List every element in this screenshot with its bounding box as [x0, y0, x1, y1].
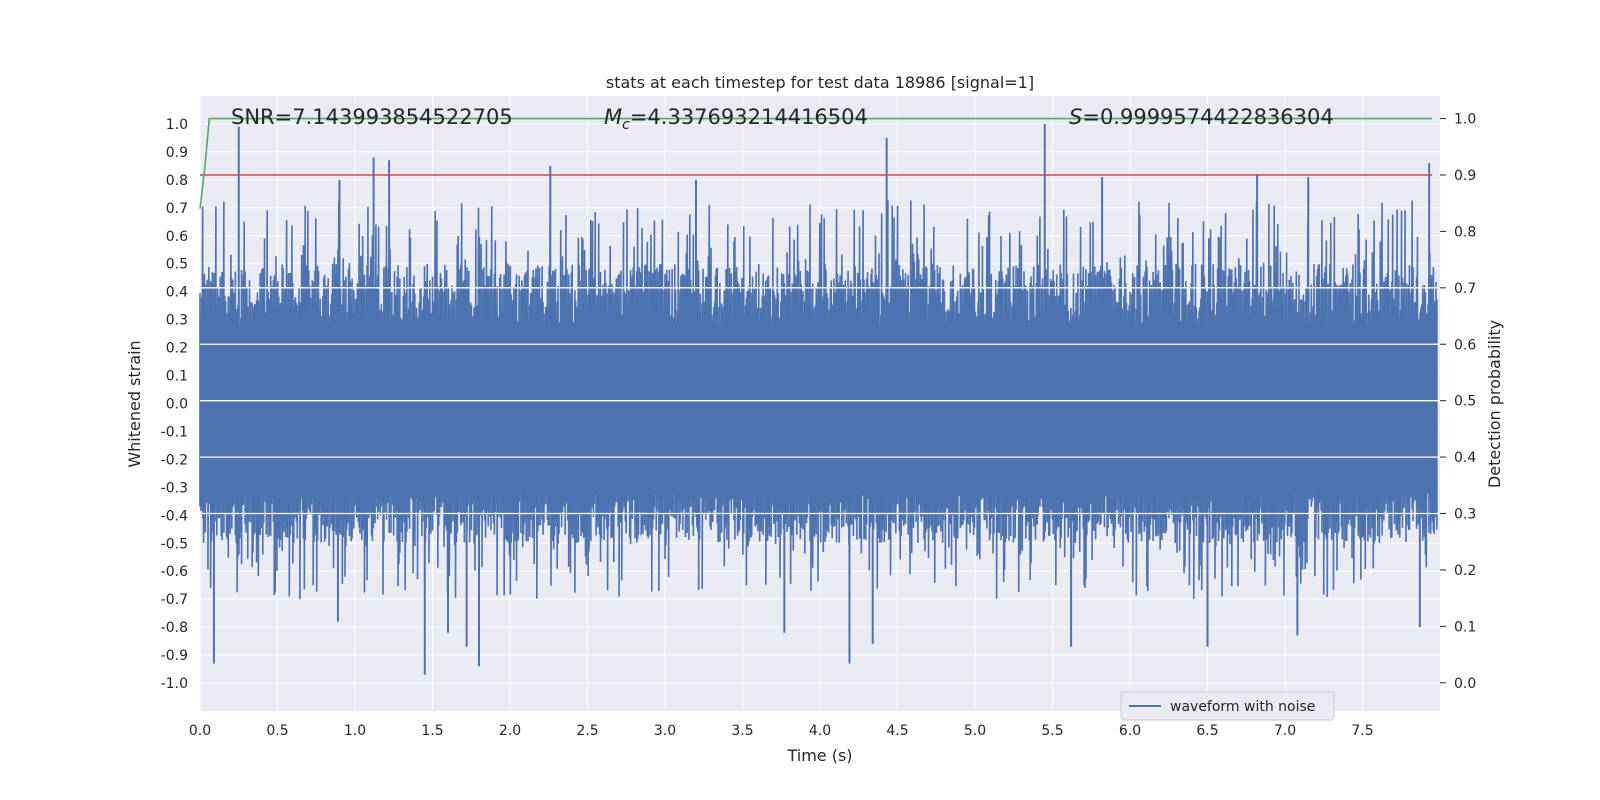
- waveform-core: [200, 330, 1437, 488]
- y2-tick-label: 0.3: [1454, 507, 1476, 523]
- y-tick-label: 0.6: [166, 229, 188, 245]
- x-tick-label: 6.5: [1196, 723, 1218, 739]
- y-tick-label: -0.6: [161, 564, 188, 580]
- y-tick-label: -1.0: [161, 676, 188, 692]
- y2-tick-label: 0.4: [1454, 450, 1476, 466]
- mc-annotation: Mc=4.337693214416504: [604, 105, 868, 133]
- y-tick-label: 0.0: [166, 397, 188, 413]
- y-axis-right: 1.0 0.9 0.8 0.7 0.6 0.5 0.4 0.3 0.2 0.1 0.0: [1440, 112, 1476, 692]
- y-axis-left-label: Whitened strain: [125, 340, 144, 467]
- x-tick-label: 7.0: [1274, 723, 1296, 739]
- x-tick-label: 3.5: [731, 723, 753, 739]
- x-tick-label: 7.5: [1351, 723, 1373, 739]
- y-tick-label: 0.3: [166, 313, 188, 329]
- legend-box: [1120, 691, 1335, 721]
- x-tick-label: 4.5: [886, 723, 908, 739]
- legend-label-waveform: waveform with noise: [1170, 699, 1315, 715]
- probability-lines: [199, 117, 1440, 515]
- y-tick-label: 0.5: [166, 257, 188, 273]
- y-tick-label: -0.5: [161, 536, 188, 552]
- y-axis-left: 1.0 0.9 0.8 0.7 0.6 0.5 0.4 0.3 0.2 0.1 0.0 -0.1 -0.…: [161, 117, 188, 692]
- x-tick-label: 5.5: [1041, 723, 1063, 739]
- y2-tick-label: 0.2: [1454, 563, 1476, 579]
- mc-value: =4.337693214416504: [630, 105, 868, 129]
- x-axis-label: Time (s): [786, 746, 852, 765]
- x-tick-label: 6.0: [1119, 723, 1141, 739]
- legend: waveform with noise: [1120, 691, 1335, 721]
- x-tick-label: 2.5: [576, 723, 598, 739]
- snr-annotation: SNR=7.143993854522705: [231, 105, 513, 129]
- y2-tick-label: 0.9: [1454, 168, 1476, 184]
- mc-symbol: M: [604, 105, 622, 129]
- detection-probability-line: [199, 117, 1433, 209]
- y-tick-label: -0.3: [161, 480, 188, 496]
- s-symbol: S: [1069, 105, 1082, 129]
- y-tick-label: -0.9: [161, 648, 188, 664]
- y-tick-label: -0.7: [161, 592, 188, 608]
- y-tick-label: -0.4: [161, 508, 188, 524]
- y-axis-right-label: Detection probability: [1485, 320, 1504, 488]
- s-annotation: S=0.9999574422836304: [1069, 105, 1334, 129]
- x-tick-label: 4.0: [809, 723, 831, 739]
- y-tick-label: 0.8: [166, 173, 188, 189]
- y-tick-label: 0.7: [166, 201, 188, 217]
- y2-tick-label: 0.1: [1454, 619, 1476, 635]
- x-tick-label: 0.5: [266, 723, 288, 739]
- y2-tick-label: 0.5: [1454, 394, 1476, 410]
- s-value: =0.9999574422836304: [1082, 105, 1333, 129]
- y-tick-label: 1.0: [166, 117, 188, 133]
- y-tick-label: -0.1: [161, 424, 188, 440]
- y2-tick-label: 1.0: [1454, 112, 1476, 128]
- mc-subscript: c: [622, 117, 630, 133]
- x-tick-label: 3.0: [654, 723, 676, 739]
- x-axis: 0.0 0.5 1.0 1.5 2.0 2.5 3.0 3.5 4.0 4.5 5.0 5.5 6.0 6…: [189, 723, 1374, 739]
- x-tick-label: 5.0: [964, 723, 986, 739]
- y2-tick-label: 0.7: [1454, 281, 1476, 297]
- y-tick-label: -0.8: [161, 620, 188, 636]
- chart-title: stats at each timestep for test data 189…: [606, 73, 1034, 92]
- y-tick-label: 0.2: [166, 341, 188, 357]
- x-tick-label: 1.5: [421, 723, 443, 739]
- y2-tick-label: 0.8: [1454, 224, 1476, 240]
- y-tick-label: 0.1: [166, 369, 188, 385]
- y-tick-label: -0.2: [161, 452, 188, 468]
- y2-tick-label: 0.0: [1454, 676, 1476, 692]
- x-tick-label: 0.0: [189, 723, 211, 739]
- y-tick-label: 0.4: [166, 285, 188, 301]
- x-tick-label: 2.0: [499, 723, 521, 739]
- y-tick-label: 0.9: [166, 145, 188, 161]
- x-tick-label: 1.0: [344, 723, 366, 739]
- y2-tick-label: 0.6: [1454, 337, 1476, 353]
